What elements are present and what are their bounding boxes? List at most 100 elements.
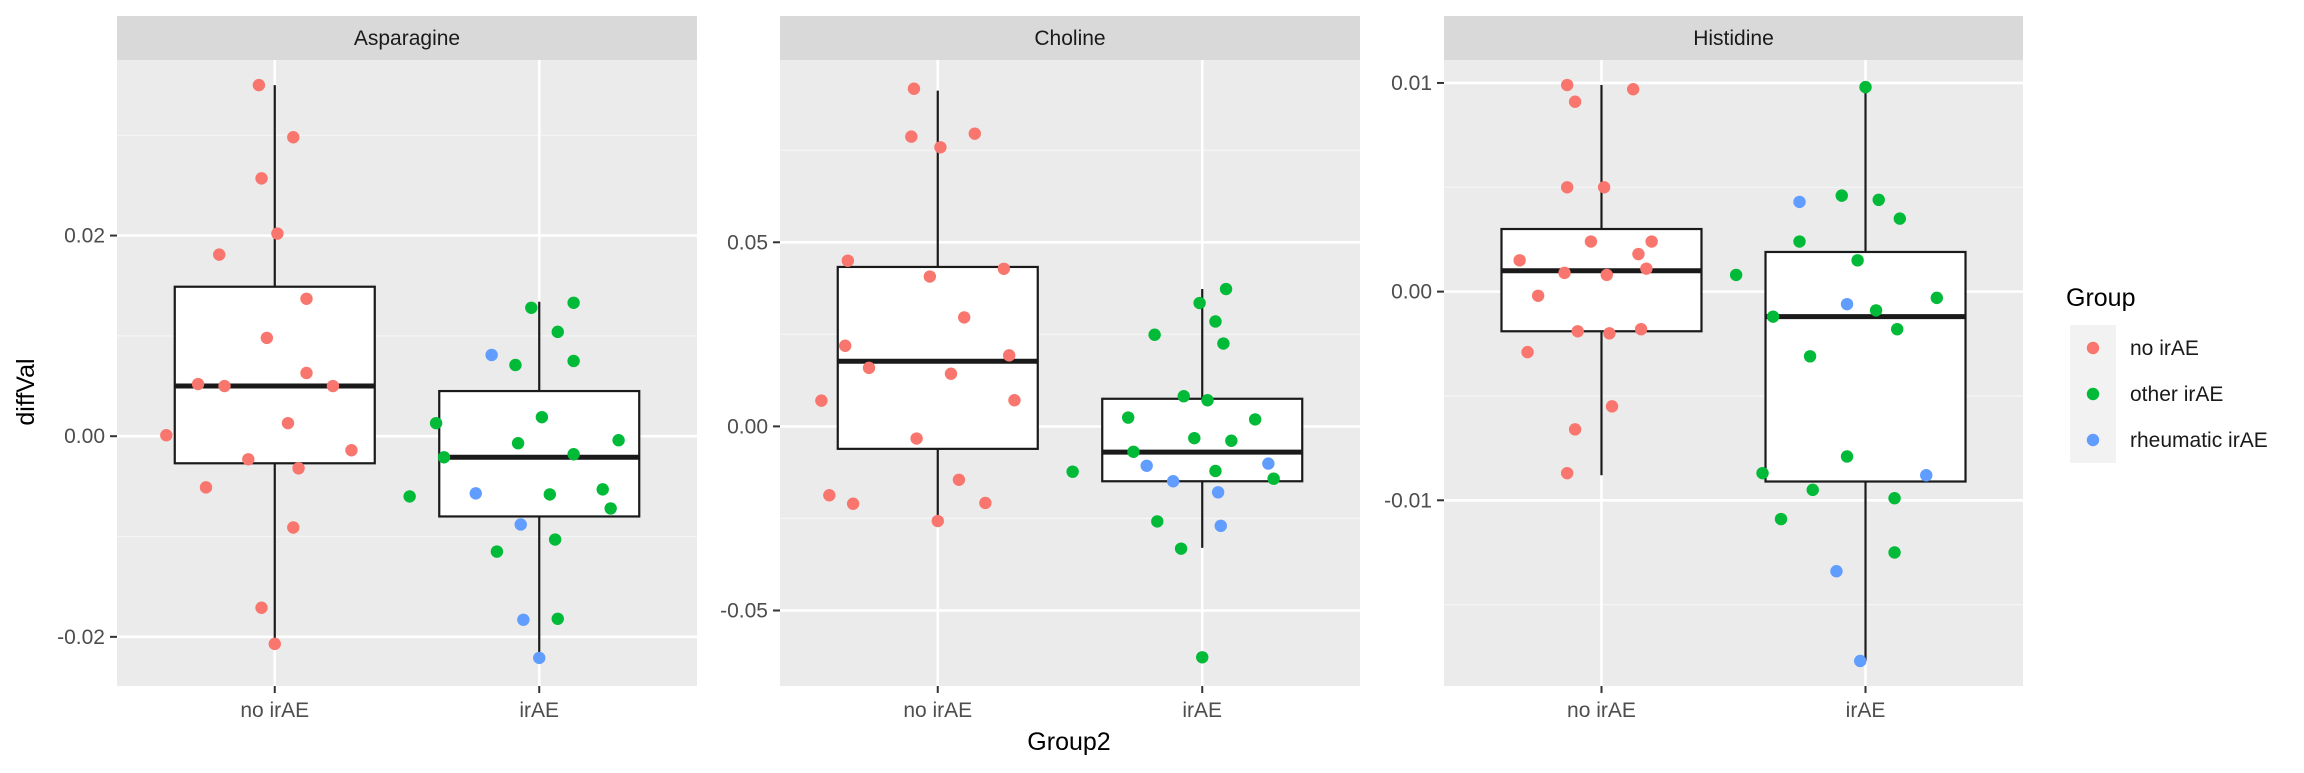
data-point [612, 434, 625, 447]
data-point [907, 82, 921, 95]
data-point [1166, 475, 1180, 488]
boxplot-irae [1764, 87, 1967, 661]
facet-strip [117, 16, 697, 60]
data-point [199, 481, 213, 494]
data-point [469, 487, 482, 500]
data-point [997, 262, 1011, 275]
data-point [326, 379, 340, 393]
legend-label: other irAE [2130, 383, 2223, 406]
data-point [1806, 483, 1819, 497]
data-point [1201, 394, 1214, 407]
data-point [213, 248, 226, 261]
data-point [1531, 289, 1545, 302]
data-point [1209, 315, 1222, 328]
legend-title: Group [2066, 284, 2135, 312]
data-point [841, 254, 855, 267]
y-tick-label: 0.01 [1391, 72, 1432, 95]
data-point [292, 462, 305, 475]
data-point [1854, 654, 1867, 668]
data-point [1121, 411, 1135, 424]
legend-key-swatch [2086, 387, 2100, 401]
data-point [1859, 80, 1872, 94]
y-tick-label: -0.02 [57, 626, 105, 649]
data-point [1584, 235, 1598, 248]
data-point [1766, 310, 1780, 323]
data-point [517, 613, 530, 626]
legend-keys: no irAE other irAE rheumatic irAE [2070, 325, 2268, 463]
data-point [490, 545, 504, 558]
data-point [1920, 469, 1933, 482]
legend-key-swatch [2086, 433, 2100, 447]
data-point [1645, 235, 1658, 248]
data-point [1888, 492, 1901, 505]
data-point [1521, 345, 1534, 359]
data-point [1869, 304, 1883, 317]
data-point [218, 379, 231, 393]
data-point [1174, 542, 1188, 555]
data-point [934, 141, 947, 154]
data-point [535, 410, 549, 424]
data-point [485, 348, 498, 362]
data-point [1626, 83, 1640, 96]
data-point [1835, 189, 1848, 202]
data-point [281, 416, 295, 430]
data-point [252, 78, 266, 92]
box-iqr [836, 265, 1039, 450]
data-point [514, 518, 527, 531]
data-point [567, 296, 580, 309]
data-point [1568, 95, 1582, 108]
facet-title: Histidine [1693, 27, 1774, 50]
data-point [567, 448, 580, 461]
legend-entry: no irAE [2070, 325, 2199, 371]
data-point [1217, 337, 1230, 350]
data-point [1066, 465, 1079, 478]
data-point [1729, 268, 1743, 282]
data-point [345, 444, 358, 457]
data-point [1774, 512, 1788, 526]
legend-label: rheumatic irAE [2130, 429, 2268, 452]
data-point [160, 428, 173, 442]
data-point [1851, 254, 1864, 267]
data-point [1008, 394, 1021, 407]
legend-label: no irAE [2130, 337, 2199, 360]
data-point [1148, 328, 1161, 341]
data-point [1930, 291, 1943, 305]
data-point [1262, 457, 1275, 470]
x-tick-label: irAE [1182, 699, 1222, 722]
boxplot-no-irae [173, 85, 376, 645]
data-point [437, 451, 451, 464]
facet-panel-histidine: Histidine -0.01 0.00 0.01 no irAE irAE [1384, 16, 2023, 722]
x-tick-label: no irAE [240, 699, 309, 722]
box-iqr [1101, 397, 1304, 483]
data-point [931, 514, 944, 528]
data-point [1872, 193, 1885, 207]
data-point [1605, 400, 1619, 413]
data-point [1830, 565, 1843, 578]
data-point [551, 325, 564, 339]
legend-entry: rheumatic irAE [2070, 417, 2268, 463]
data-point [1193, 296, 1206, 310]
data-point [300, 366, 313, 380]
data-point [255, 601, 268, 614]
data-point [429, 416, 443, 430]
data-point [979, 496, 992, 510]
data-point [1558, 266, 1571, 280]
data-point [1196, 651, 1209, 664]
facet-panel-asparagine: Asparagine -0.02 0.00 0.02 no irAE irAE [57, 16, 697, 722]
data-point [596, 483, 609, 496]
data-point [403, 490, 416, 503]
y-tick-label: 0.00 [64, 425, 105, 448]
data-point [1840, 450, 1854, 463]
facet-panel-choline: Choline -0.05 0.00 0.05 no irAE irAE [720, 16, 1360, 722]
x-tick-label: irAE [1846, 699, 1886, 722]
data-point [1151, 515, 1164, 528]
y-tick-label: 0.02 [64, 225, 105, 248]
data-point [255, 172, 268, 185]
data-point [944, 367, 958, 380]
data-point [910, 432, 923, 445]
y-axis-title: diffVal [12, 358, 40, 425]
data-point [846, 497, 860, 510]
